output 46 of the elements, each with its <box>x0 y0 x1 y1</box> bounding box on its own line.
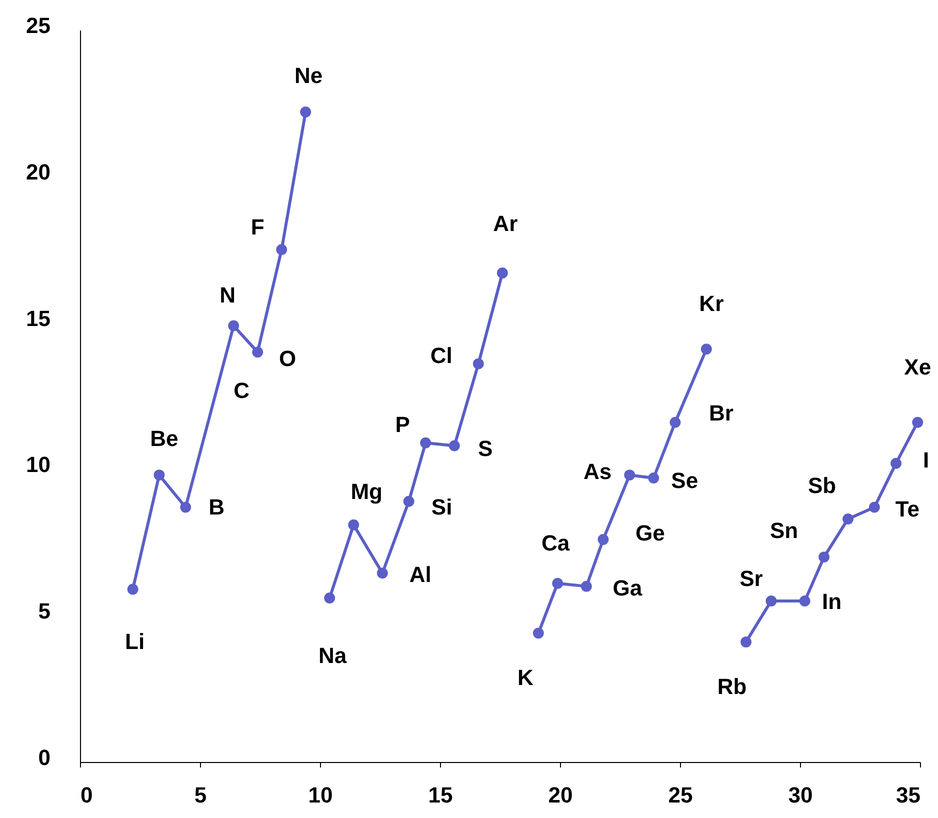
annotation: Ar <box>493 211 518 236</box>
annotation: Sn <box>770 518 798 544</box>
annotation: P <box>395 412 410 437</box>
annotation: Se <box>671 468 698 493</box>
annotation: Ga <box>612 575 643 600</box>
annotation: Mg <box>350 478 382 504</box>
annotation: Rb <box>717 674 747 699</box>
x-tick-label: 0 <box>80 782 93 808</box>
annotation: In <box>822 588 842 614</box>
x-tick-label: 5 <box>194 782 207 808</box>
annotation: Li <box>125 629 145 654</box>
annotation: Cl <box>430 342 452 368</box>
annotation: Te <box>895 496 920 522</box>
annotation: Kr <box>699 291 724 316</box>
annotation: I <box>922 447 930 472</box>
annotation: S <box>478 436 493 461</box>
annotation: N <box>220 282 236 308</box>
annotation: Be <box>150 426 178 452</box>
annotation: Sb <box>808 472 836 498</box>
annotation: F <box>250 214 264 240</box>
annotation: B <box>208 494 225 520</box>
annotation: Si <box>431 494 452 520</box>
y-tick-label: 15 <box>26 306 50 331</box>
annotation: Na <box>318 643 348 668</box>
y-tick-label: 5 <box>38 598 50 624</box>
x-tick-label: 25 <box>668 782 693 808</box>
y-tick-label: 20 <box>26 159 50 184</box>
x-tick-label: 30 <box>788 782 813 808</box>
annotation: Ne <box>294 62 323 88</box>
annotation: C <box>234 378 250 404</box>
y-tick-label: 10 <box>26 452 50 478</box>
annotation: K <box>517 665 534 690</box>
y-tick-label: 25 <box>26 13 50 38</box>
annotation: Al <box>409 562 432 588</box>
annotation: Br <box>708 400 734 426</box>
annotation: As <box>584 459 612 484</box>
x-tick-label: 10 <box>308 782 333 808</box>
x-tick-label: 35 <box>896 782 920 808</box>
y-tick-label: 0 <box>38 745 50 770</box>
annotation: Ge <box>636 520 665 546</box>
x-tick-label: 20 <box>548 782 573 808</box>
annotation: Ca <box>542 530 570 556</box>
annotation: O <box>279 346 296 372</box>
x-tick-label: 15 <box>428 782 453 808</box>
annotation: Sr <box>740 566 764 591</box>
annotation: Xe <box>904 354 932 380</box>
